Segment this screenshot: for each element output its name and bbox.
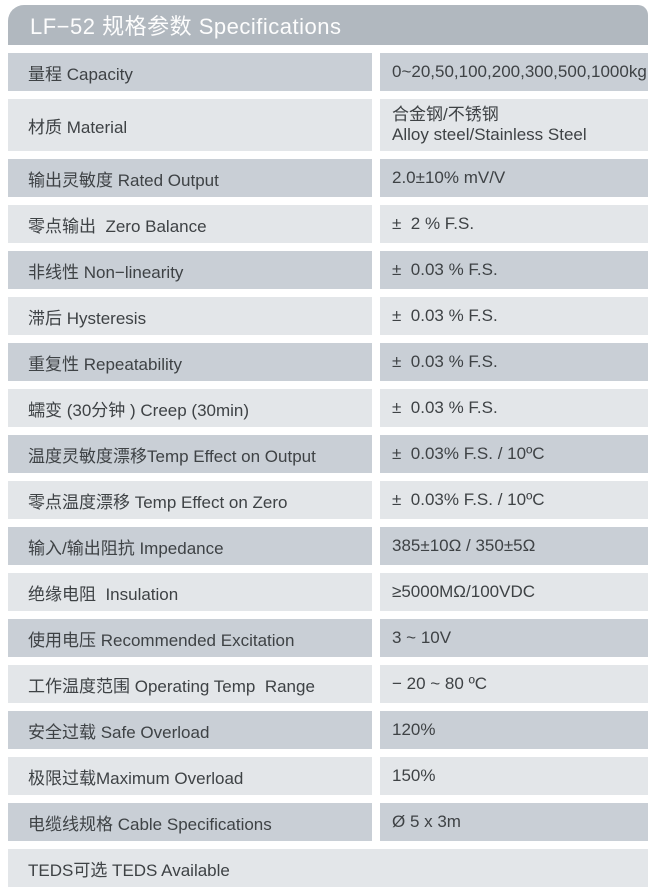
row-label: 工作温度范围 Operating Temp Range: [8, 665, 372, 703]
row-value: 2.0±10% mV/V: [380, 159, 648, 197]
table-row-safe-overload: 安全过载 Safe Overload 120%: [8, 711, 648, 749]
table-row-impedance: 输入/输出阻抗 Impedance 385±10Ω / 350±5Ω: [8, 527, 648, 565]
row-value: ± 2 % F.S.: [380, 205, 648, 243]
row-value: ≥5000MΩ/100VDC: [380, 573, 648, 611]
row-value: Ø 5 x 3m: [380, 803, 648, 841]
row-label: 蠕变 (30分钟 ) Creep (30min): [8, 389, 372, 427]
table-row-repeatability: 重复性 Repeatability ± 0.03 % F.S.: [8, 343, 648, 381]
row-label: 零点输出 Zero Balance: [8, 205, 372, 243]
row-label: 输出灵敏度 Rated Output: [8, 159, 372, 197]
table-row-temp-effect-zero: 零点温度漂移 Temp Effect on Zero ± 0.03% F.S. …: [8, 481, 648, 519]
row-value: − 20 ~ 80 ºC: [380, 665, 648, 703]
row-label: 滞后 Hysteresis: [8, 297, 372, 335]
table-row-rated-output: 输出灵敏度 Rated Output 2.0±10% mV/V: [8, 159, 648, 197]
row-label: 温度灵敏度漂移Temp Effect on Output: [8, 435, 372, 473]
row-label: 材质 Material: [8, 99, 372, 151]
table-row-capacity: 量程 Capacity 0~20,50,100,200,300,500,1000…: [8, 53, 648, 91]
table-row-material: 材质 Material 合金钢/不锈钢 Alloy steel/Stainles…: [8, 99, 648, 151]
row-value: 385±10Ω / 350±5Ω: [380, 527, 648, 565]
table-row-non-linearity: 非线性 Non−linearity ± 0.03 % F.S.: [8, 251, 648, 289]
row-value: ± 0.03% F.S. / 10ºC: [380, 435, 648, 473]
row-label: 安全过载 Safe Overload: [8, 711, 372, 749]
row-value: ± 0.03 % F.S.: [380, 389, 648, 427]
row-label: 量程 Capacity: [8, 53, 372, 91]
table-row-hysteresis: 滞后 Hysteresis ± 0.03 % F.S.: [8, 297, 648, 335]
row-label: 零点温度漂移 Temp Effect on Zero: [8, 481, 372, 519]
row-value: 0~20,50,100,200,300,500,1000kg: [380, 53, 648, 91]
table-row-insulation: 绝缘电阻 Insulation ≥5000MΩ/100VDC: [8, 573, 648, 611]
row-label: 电缆线规格 Cable Specifications: [8, 803, 372, 841]
row-value: 150%: [380, 757, 648, 795]
table-row-excitation: 使用电压 Recommended Excitation 3 ~ 10V: [8, 619, 648, 657]
row-value: 合金钢/不锈钢 Alloy steel/Stainless Steel: [380, 99, 648, 151]
row-label: 非线性 Non−linearity: [8, 251, 372, 289]
row-label: 重复性 Repeatability: [8, 343, 372, 381]
table-row-temp-effect-output: 温度灵敏度漂移Temp Effect on Output ± 0.03% F.S…: [8, 435, 648, 473]
row-label: TEDS可选 TEDS Available: [8, 849, 648, 887]
row-value: ± 0.03% F.S. / 10ºC: [380, 481, 648, 519]
row-label: 输入/输出阻抗 Impedance: [8, 527, 372, 565]
row-label: 绝缘电阻 Insulation: [8, 573, 372, 611]
row-value: ± 0.03 % F.S.: [380, 251, 648, 289]
table-row-creep: 蠕变 (30分钟 ) Creep (30min) ± 0.03 % F.S.: [8, 389, 648, 427]
row-value: 120%: [380, 711, 648, 749]
row-label: 极限过载Maximum Overload: [8, 757, 372, 795]
row-label: 使用电压 Recommended Excitation: [8, 619, 372, 657]
row-value: 3 ~ 10V: [380, 619, 648, 657]
table-row-zero-balance: 零点输出 Zero Balance ± 2 % F.S.: [8, 205, 648, 243]
row-value: ± 0.03 % F.S.: [380, 297, 648, 335]
spec-sheet-title: LF−52 规格参数 Specifications: [8, 5, 648, 45]
row-value: ± 0.03 % F.S.: [380, 343, 648, 381]
table-row-cable-specs: 电缆线规格 Cable Specifications Ø 5 x 3m: [8, 803, 648, 841]
table-row-teds: TEDS可选 TEDS Available: [8, 849, 648, 887]
table-row-maximum-overload: 极限过载Maximum Overload 150%: [8, 757, 648, 795]
table-row-operating-temp: 工作温度范围 Operating Temp Range − 20 ~ 80 ºC: [8, 665, 648, 703]
